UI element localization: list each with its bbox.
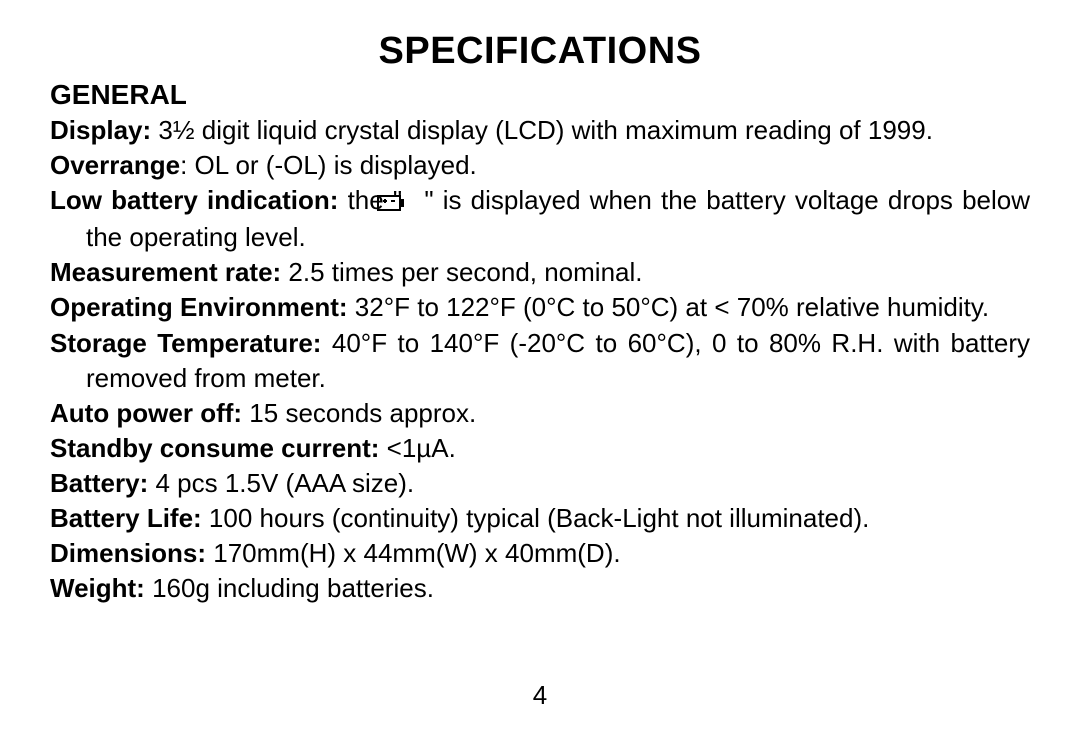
spec-dimensions-value: 170mm(H) x 44mm(W) x 40mm(D). xyxy=(206,538,621,568)
spec-overrange-label: Overrange xyxy=(50,150,180,180)
spec-operating-env-value: 32°F to 122°F (0°C to 50°C) at < 70% rel… xyxy=(348,292,990,322)
page-title: SPECIFICATIONS xyxy=(50,30,1030,73)
spec-battery-life-label: Battery Life: xyxy=(50,503,202,533)
spec-dimensions: Dimensions: 170mm(H) x 44mm(W) x 40mm(D)… xyxy=(50,536,1030,571)
spec-auto-power-off: Auto power off: 15 seconds approx. xyxy=(50,396,1030,431)
spec-list: Display: 3½ digit liquid crystal display… xyxy=(50,113,1030,606)
spec-measurement-rate-value: 2.5 times per second, nominal. xyxy=(281,257,642,287)
spec-weight-value: 160g including batteries. xyxy=(145,573,434,603)
spec-weight-label: Weight: xyxy=(50,573,145,603)
spec-overrange-value: : OL or (-OL) is displayed. xyxy=(180,150,477,180)
spec-standby-current-label: Standby consume current: xyxy=(50,433,379,463)
spec-standby-current-value: <1µA. xyxy=(379,433,455,463)
page-number: 4 xyxy=(0,680,1080,711)
spec-battery-life-value: 100 hours (continuity) typical (Back-Lig… xyxy=(202,503,870,533)
spec-auto-power-off-value: 15 seconds approx. xyxy=(242,398,476,428)
spec-battery-life: Battery Life: 100 hours (continuity) typ… xyxy=(50,501,1030,536)
spec-measurement-rate: Measurement rate: 2.5 times per second, … xyxy=(50,255,1030,290)
spec-display-value: 3½ digit liquid crystal display (LCD) wi… xyxy=(151,115,933,145)
page-container: SPECIFICATIONS GENERAL Display: 3½ digit… xyxy=(0,0,1080,737)
spec-measurement-rate-label: Measurement rate: xyxy=(50,257,281,287)
spec-overrange: Overrange: OL or (-OL) is displayed. xyxy=(50,148,1030,183)
spec-operating-env: Operating Environment: 32°F to 122°F (0°… xyxy=(50,290,1030,325)
spec-display: Display: 3½ digit liquid crystal display… xyxy=(50,113,1030,148)
spec-standby-current: Standby consume current: <1µA. xyxy=(50,431,1030,466)
spec-low-battery: Low battery indication: the " " is displ… xyxy=(50,183,1030,255)
spec-low-battery-label: Low battery indication: xyxy=(50,185,338,215)
spec-display-label: Display: xyxy=(50,115,151,145)
spec-storage-temp: Storage Temperature: 40°F to 140°F (-20°… xyxy=(50,326,1030,396)
spec-battery-label: Battery: xyxy=(50,468,148,498)
section-heading-general: GENERAL xyxy=(50,79,1030,111)
spec-dimensions-label: Dimensions: xyxy=(50,538,206,568)
spec-battery: Battery: 4 pcs 1.5V (AAA size). xyxy=(50,466,1030,501)
spec-battery-value: 4 pcs 1.5V (AAA size). xyxy=(148,468,414,498)
spec-storage-temp-label: Storage Temperature: xyxy=(50,328,321,358)
spec-operating-env-label: Operating Environment: xyxy=(50,292,348,322)
spec-auto-power-off-label: Auto power off: xyxy=(50,398,242,428)
spec-weight: Weight: 160g including batteries. xyxy=(50,571,1030,606)
